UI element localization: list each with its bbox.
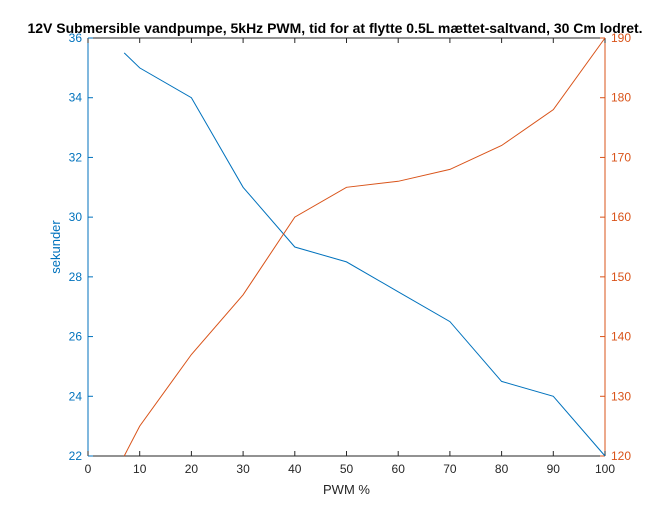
left-y-tick-label: 24	[69, 389, 83, 403]
x-tick-label: 30	[236, 462, 250, 476]
x-tick-label: 80	[495, 462, 509, 476]
left-y-tick-label: 36	[69, 31, 83, 45]
x-tick-label: 100	[595, 462, 615, 476]
right-y-tick-label: 120	[611, 449, 631, 463]
series-line-right-axis	[123, 37, 606, 457]
x-tick-label: 0	[85, 462, 92, 476]
labels-layer: 0 10 20 30 40 50 60 70 80 90 100 22 24 26 28 30 32 34 36 12…	[48, 31, 631, 497]
axes-layer	[87, 37, 606, 457]
right-y-tick-label: 180	[611, 91, 631, 105]
x-tick-label: 40	[288, 462, 302, 476]
x-tick-label: 90	[547, 462, 561, 476]
right-y-tick-label: 160	[611, 210, 631, 224]
left-y-tick-label: 34	[69, 91, 83, 105]
x-tick-label: 50	[340, 462, 354, 476]
chart-title: 12V Submersible vandpumpe, 5kHz PWM, tid…	[27, 20, 643, 36]
x-tick-label: 10	[133, 462, 147, 476]
x-tick-label: 60	[392, 462, 406, 476]
right-y-tick-label: 130	[611, 389, 631, 403]
right-y-tick-label: 150	[611, 270, 631, 284]
left-y-tick-label: 28	[69, 270, 83, 284]
series-line-sekunder	[123, 52, 606, 457]
left-y-tick-label: 26	[69, 330, 83, 344]
left-y-axis-label: sekunder	[48, 220, 63, 274]
right-y-tick-label: 170	[611, 150, 631, 164]
right-y-tick-label: 190	[611, 31, 631, 45]
series-layer	[123, 37, 606, 457]
x-tick-label: 70	[443, 462, 457, 476]
left-y-tick-label: 32	[69, 150, 83, 164]
left-y-tick-label: 30	[69, 210, 83, 224]
x-tick-label: 20	[185, 462, 199, 476]
left-y-tick-label: 22	[69, 449, 83, 463]
x-axis-label: PWM %	[323, 482, 370, 497]
right-y-tick-label: 140	[611, 330, 631, 344]
